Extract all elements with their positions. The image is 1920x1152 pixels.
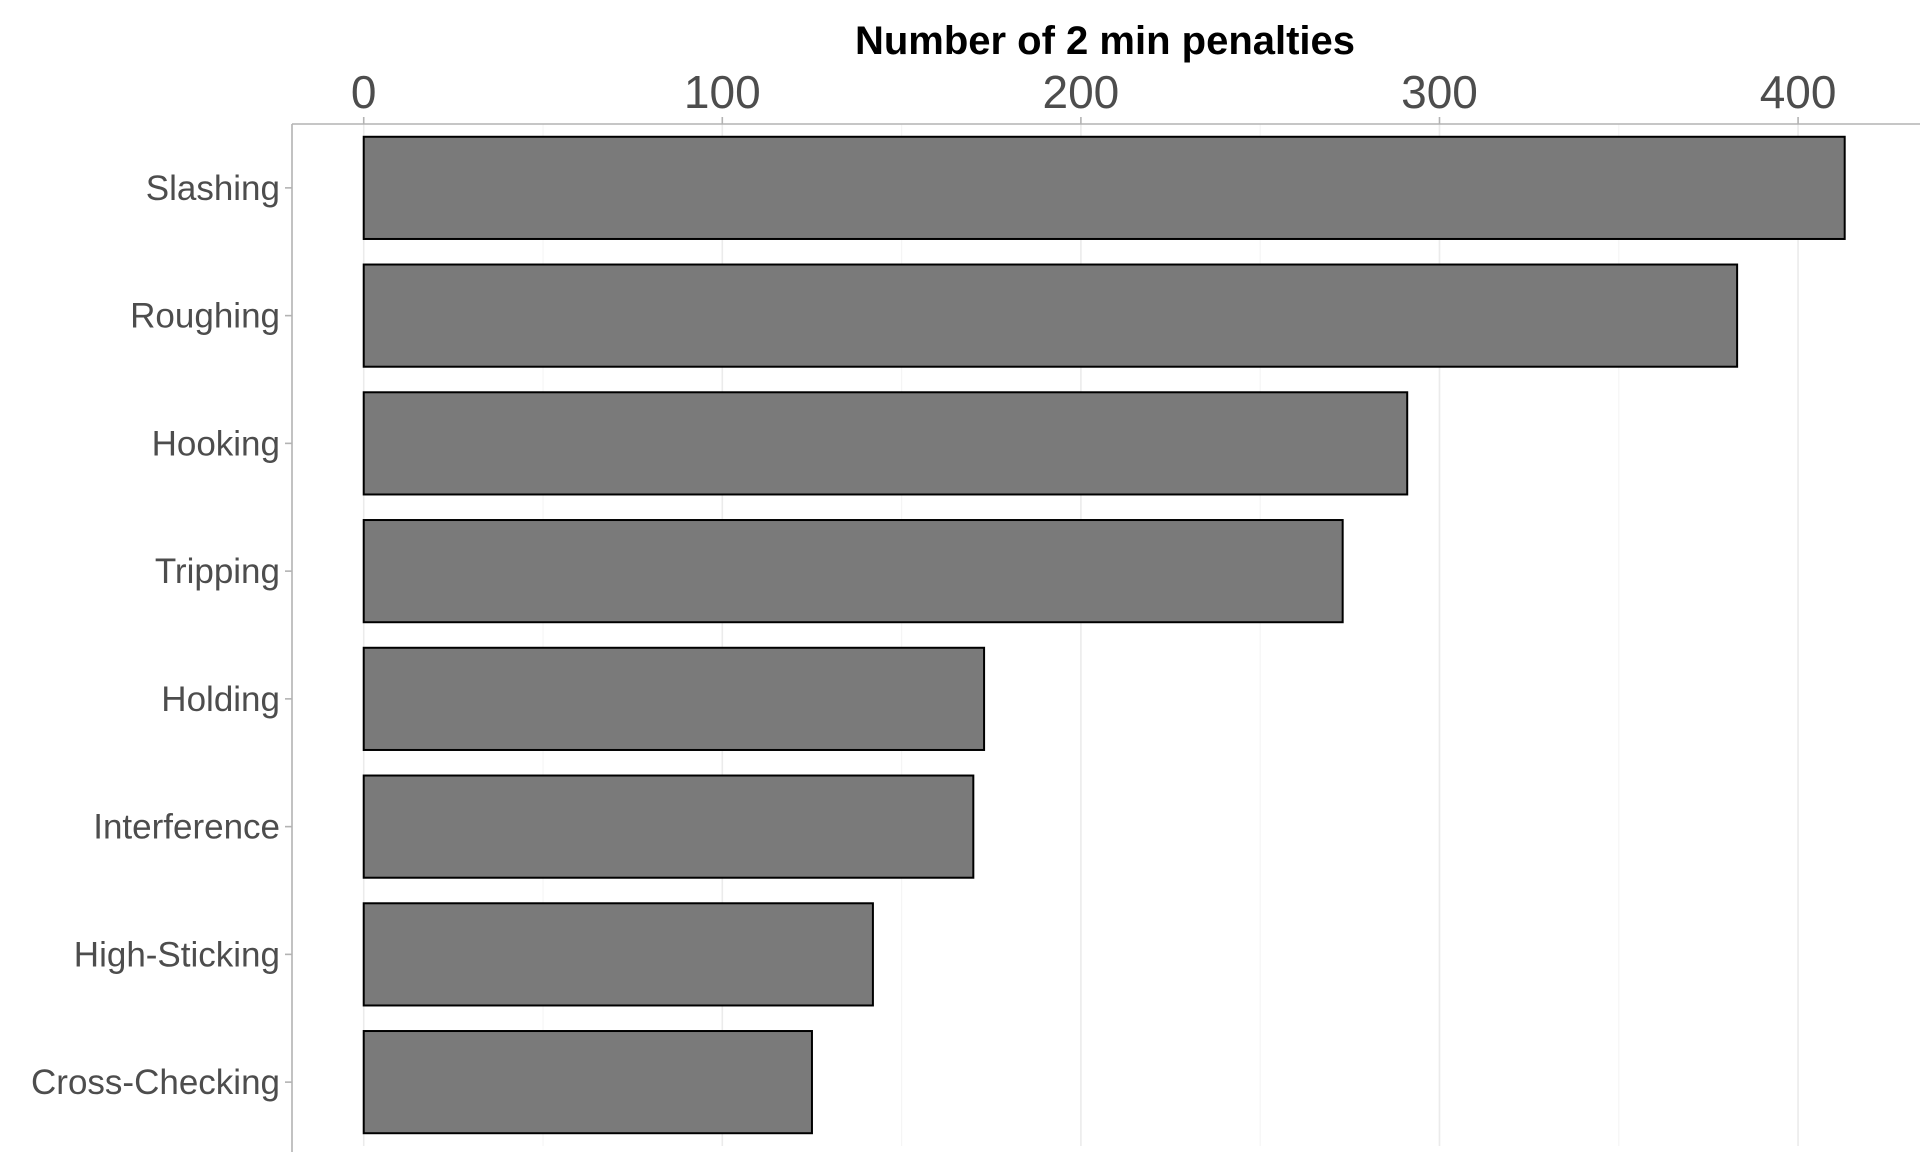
- y-tick-label-hooking: Hooking: [152, 424, 280, 463]
- y-tick-label-high-sticking: High-Sticking: [74, 935, 280, 974]
- bar-interference: [362, 774, 975, 879]
- bar-cross-checking: [362, 1030, 813, 1135]
- y-tick-label-holding: Holding: [161, 680, 280, 719]
- x-axis-title: Number of 2 min penalties: [855, 19, 1355, 63]
- labels-layer: 0 100 200 300 400 Slashing Roughing Hooking Trip…: [31, 66, 1836, 1102]
- y-tick-label-tripping: Tripping: [155, 552, 280, 591]
- x-tick-label: 0: [351, 66, 377, 118]
- axis-layer: [285, 117, 1920, 1152]
- bar-high-sticking: [362, 902, 874, 1007]
- bar-hooking: [362, 391, 1409, 496]
- y-tick-label-interference: Interference: [93, 808, 280, 847]
- x-tick-label: 300: [1401, 66, 1478, 118]
- bar-holding: [362, 646, 986, 751]
- y-tick-label-cross-checking: Cross-Checking: [31, 1063, 280, 1102]
- bars-layer: [362, 135, 1846, 1135]
- bar-tripping: [362, 519, 1344, 624]
- bar-slashing: [362, 135, 1846, 240]
- x-tick-label: 100: [684, 66, 761, 118]
- x-tick-label: 400: [1760, 66, 1837, 118]
- y-tick-label-slashing: Slashing: [146, 169, 280, 208]
- x-tick-label: 200: [1043, 66, 1120, 118]
- bar-roughing: [362, 263, 1739, 368]
- y-tick-label-roughing: Roughing: [130, 297, 280, 336]
